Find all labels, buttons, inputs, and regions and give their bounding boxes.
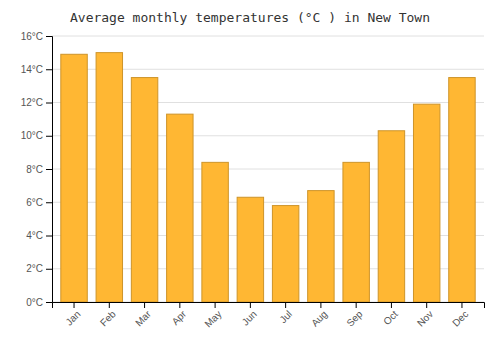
tick-mark — [250, 302, 251, 308]
y-tick: 12°C — [21, 97, 52, 108]
tick-mark — [461, 302, 462, 308]
tick-mark — [426, 302, 427, 308]
tick-mark — [46, 202, 52, 203]
y-tick-label: 16°C — [21, 31, 43, 42]
tick-mark — [46, 269, 52, 270]
x-tick-label: Oct — [381, 308, 400, 327]
tick-mark — [46, 103, 52, 104]
y-tick: 16°C — [21, 31, 52, 42]
tick-mark — [46, 169, 52, 170]
bar — [378, 131, 404, 302]
grid — [52, 36, 484, 302]
x-tick-label: Jun — [240, 308, 259, 327]
plot: Jan Feb Mar Apr May Jun Jul Aug Sep Oct Nov Dec 0°C 2… — [21, 31, 485, 330]
x-tick: Aug — [309, 302, 329, 329]
y-tick-label: 12°C — [21, 97, 43, 108]
tick-mark — [46, 36, 52, 37]
bar — [202, 162, 228, 302]
y-tick: 2°C — [26, 263, 52, 274]
tick-mark — [46, 69, 52, 70]
x-tick: May — [202, 302, 223, 330]
chart: Jan Feb Mar Apr May Jun Jul Aug Sep Oct Nov Dec 0°C 2… — [0, 0, 500, 350]
title: Average monthly temperatures (°C ) in Ne… — [70, 10, 430, 25]
tick-mark — [320, 302, 321, 308]
x-tick: Jun — [240, 302, 259, 328]
y-tick: 0°C — [26, 297, 52, 308]
axis-line — [46, 37, 53, 303]
y-tick-label: 8°C — [26, 164, 43, 175]
x-tick: Jul — [277, 302, 294, 325]
x-tick-label: Jul — [277, 308, 294, 325]
bar — [449, 78, 475, 302]
tick-mark — [179, 302, 180, 308]
bar — [308, 191, 334, 302]
y-axis: 0°C 2°C 4°C 6°C 8°C 10°C 12°C 14°C 16°C — [21, 31, 53, 308]
bar — [272, 206, 298, 302]
x-tick-label: Mar — [133, 308, 153, 328]
bar — [131, 78, 157, 302]
x-tick: Oct — [381, 302, 400, 327]
x-tick: Mar — [133, 302, 153, 328]
grid-line — [52, 36, 484, 37]
y-tick: 6°C — [26, 197, 52, 208]
y-tick: 8°C — [26, 164, 52, 175]
bar — [167, 114, 193, 302]
tick-mark — [46, 302, 52, 303]
x-tick-label: Feb — [98, 308, 118, 328]
axis-line — [53, 303, 485, 309]
y-tick-label: 2°C — [26, 263, 43, 274]
tick-mark — [46, 136, 52, 137]
bar — [343, 162, 369, 302]
x-tick-label: Aug — [309, 308, 329, 328]
y-tick-label: 14°C — [21, 64, 43, 75]
tick-mark — [74, 302, 75, 308]
x-tick: Apr — [170, 302, 189, 327]
bar — [96, 53, 122, 302]
x-tick-label: May — [202, 308, 223, 329]
y-tick-label: 6°C — [26, 197, 43, 208]
x-tick-label: Dec — [450, 308, 470, 328]
tick-mark — [356, 302, 357, 308]
tick-mark — [46, 236, 52, 237]
tick-mark — [285, 302, 286, 308]
x-tick: Feb — [98, 302, 118, 328]
tick-mark — [215, 302, 216, 308]
tick-mark — [391, 302, 392, 308]
x-tick: Sep — [344, 302, 365, 329]
x-tick-label: Jan — [63, 308, 82, 327]
bar — [413, 104, 439, 302]
y-tick: 10°C — [21, 130, 52, 141]
x-axis: Jan Feb Mar Apr May Jun Jul Aug Sep Oct Nov Dec — [53, 302, 485, 330]
x-tick-label: Nov — [415, 308, 435, 328]
tick-mark — [144, 302, 145, 308]
bars — [61, 53, 475, 302]
y-tick-label: 0°C — [26, 297, 43, 308]
x-tick: Jan — [63, 302, 82, 328]
x-tick-label: Apr — [170, 308, 189, 327]
x-tick-label: Sep — [344, 308, 365, 329]
y-tick: 14°C — [21, 64, 52, 75]
tick-mark — [109, 302, 110, 308]
y-tick-label: 4°C — [26, 230, 43, 241]
bar — [61, 54, 87, 302]
y-tick: 4°C — [26, 230, 52, 241]
x-tick: Nov — [415, 302, 435, 329]
y-tick-label: 10°C — [21, 130, 43, 141]
bar — [237, 197, 263, 302]
x-tick: Dec — [450, 302, 470, 329]
